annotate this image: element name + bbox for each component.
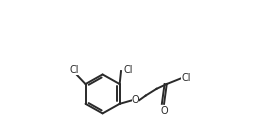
Text: Cl: Cl bbox=[123, 65, 133, 75]
Text: Cl: Cl bbox=[70, 65, 79, 75]
Text: Cl: Cl bbox=[181, 73, 191, 83]
Text: O: O bbox=[160, 106, 168, 116]
Text: O: O bbox=[132, 95, 139, 105]
